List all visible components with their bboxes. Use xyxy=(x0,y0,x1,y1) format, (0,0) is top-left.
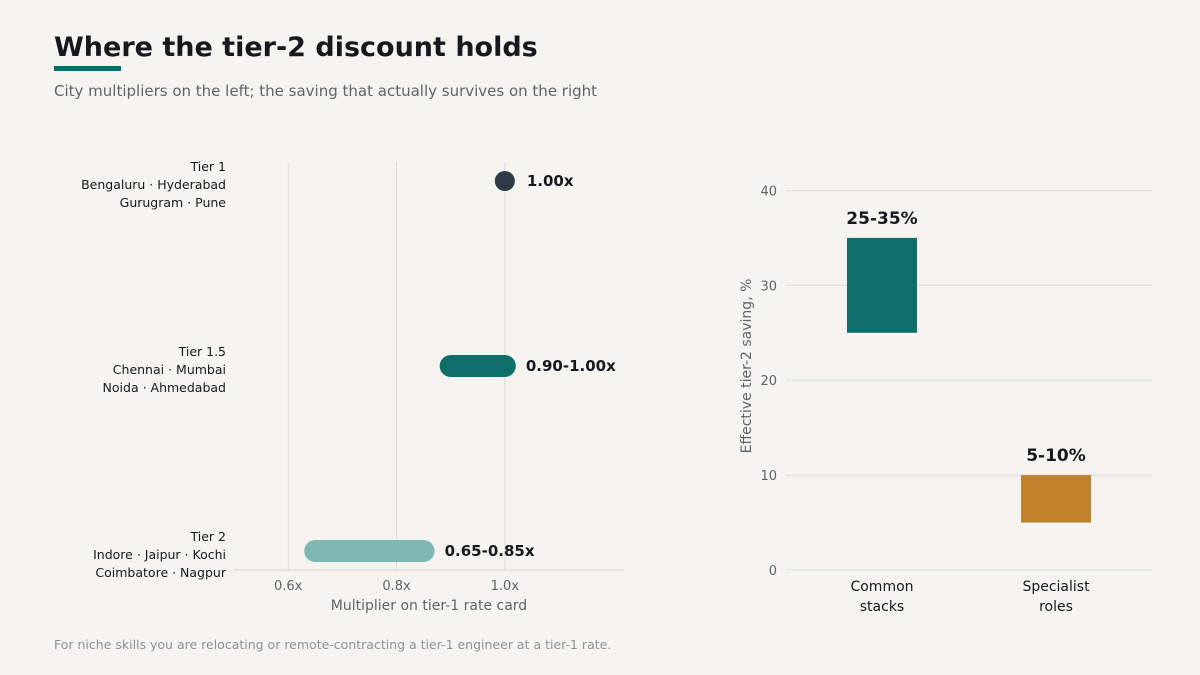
y-tick-label: 0 xyxy=(769,564,777,579)
category-label: Gurugram · Pune xyxy=(120,195,227,210)
x-category-label: stacks xyxy=(860,599,904,615)
y-tick-label: 40 xyxy=(760,184,777,199)
range-value-label: 1.00x xyxy=(527,172,574,190)
page-title: Where the tier-2 discount holds xyxy=(54,32,538,63)
saving-bar-chart: 0 10 20 30 40 Effective tier-2 saving, % 25-35… xyxy=(739,184,1152,615)
x-tick-label: 1.0x xyxy=(491,579,520,594)
category-label: Chennai · Mumbai xyxy=(113,362,226,377)
x-tick-label: 0.8x xyxy=(382,579,411,594)
saving-bar xyxy=(847,237,917,333)
y-tick-label: 20 xyxy=(760,374,777,389)
saving-bar xyxy=(1021,475,1091,523)
range-value-label: 0.65-0.85x xyxy=(445,542,535,560)
x-axis-label: Multiplier on tier-1 rate card xyxy=(331,598,527,614)
category-label: Tier 1 xyxy=(190,159,226,174)
range-value-label: 0.90-1.00x xyxy=(526,357,616,375)
y-axis-label: Effective tier-2 saving, % xyxy=(739,279,755,454)
category-label: Tier 2 xyxy=(190,529,226,544)
y-tick-label: 30 xyxy=(760,279,777,294)
category-label: Coimbatore · Nagpur xyxy=(95,565,226,580)
x-category-label: Common xyxy=(850,579,913,595)
category-label: Bengaluru · Hyderabad xyxy=(81,177,226,192)
x-category-label: roles xyxy=(1039,599,1073,615)
range-point xyxy=(494,171,515,191)
multiplier-range-chart: 0.6x 0.8x 1.0x Multiplier on tier-1 rate ca… xyxy=(81,159,624,614)
category-label: Noida · Ahmedabad xyxy=(103,380,226,395)
x-tick-label: 0.6x xyxy=(274,579,303,594)
category-label: Indore · Jaipur · Kochi xyxy=(93,547,226,562)
y-tick-label: 10 xyxy=(760,469,777,484)
page-subtitle: City multipliers on the left; the saving… xyxy=(54,82,598,100)
x-category-label: Specialist xyxy=(1022,579,1090,595)
footnote: For niche skills you are relocating or r… xyxy=(54,637,612,652)
bar-value-label: 5-10% xyxy=(1026,446,1086,466)
category-label: Tier 1.5 xyxy=(178,344,226,359)
title-underline xyxy=(54,66,121,71)
bar-value-label: 25-35% xyxy=(846,209,917,229)
